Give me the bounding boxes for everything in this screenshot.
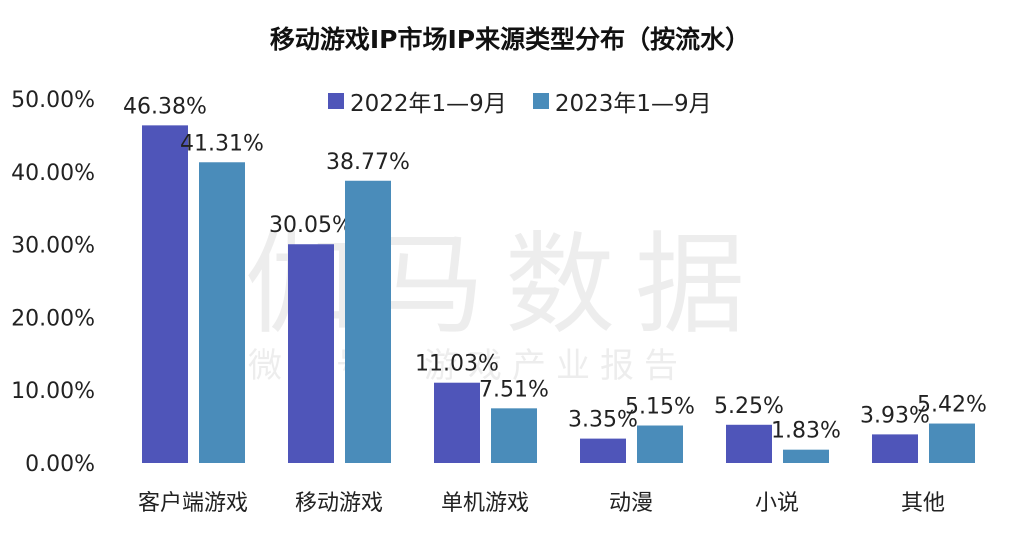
legend-item-2023: 2023年1—9月 [532, 84, 712, 118]
y-tick-label: 50.00% [11, 88, 95, 113]
x-tick-label: 其他 [901, 491, 945, 516]
data-label: 38.77% [326, 150, 410, 175]
bar [199, 162, 245, 464]
bar [580, 438, 626, 463]
x-tick-label: 小说 [755, 491, 799, 516]
bar [872, 434, 918, 463]
legend-label: 2023年1—9月 [554, 91, 712, 117]
data-label: 30.05% [269, 213, 353, 238]
data-label: 3.35% [568, 408, 638, 433]
y-tick-label: 30.00% [11, 234, 95, 259]
bar [783, 449, 829, 463]
y-tick-label: 40.00% [11, 161, 95, 186]
bar [345, 180, 391, 463]
data-label: 7.51% [479, 377, 549, 402]
bar [491, 408, 537, 463]
legend-item-2022: 2022年1—9月 [328, 84, 507, 118]
data-label: 3.93% [860, 403, 930, 428]
legend-swatch [532, 93, 549, 109]
data-label: 5.15% [625, 395, 695, 420]
x-tick-label: 动漫 [609, 491, 653, 516]
bar [434, 382, 480, 463]
bar [288, 244, 334, 463]
data-label: 5.25% [714, 394, 784, 419]
legend-label: 2022年1—9月 [350, 91, 507, 117]
x-tick-label: 单机游戏 [441, 491, 529, 516]
y-tick-label: 20.00% [11, 306, 95, 331]
bar [726, 424, 772, 463]
data-label: 1.83% [771, 419, 841, 444]
y-tick-label: 10.00% [11, 379, 95, 404]
bar [142, 125, 188, 463]
bar [637, 425, 683, 463]
bar [929, 423, 975, 463]
data-label: 46.38% [123, 94, 207, 119]
legend: 2022年1—9月 2023年1—9月 [328, 84, 712, 118]
data-label: 5.42% [917, 393, 987, 418]
x-tick-label: 移动游戏 [295, 491, 383, 516]
legend-swatch [328, 93, 344, 109]
y-tick-label: 0.00% [25, 452, 95, 477]
chart-title: 移动游戏IP市场IP来源类型分布（按流水） [269, 25, 751, 54]
data-label: 41.31% [180, 131, 264, 156]
x-tick-label: 客户端游戏 [138, 491, 248, 516]
data-label: 11.03% [415, 352, 499, 377]
